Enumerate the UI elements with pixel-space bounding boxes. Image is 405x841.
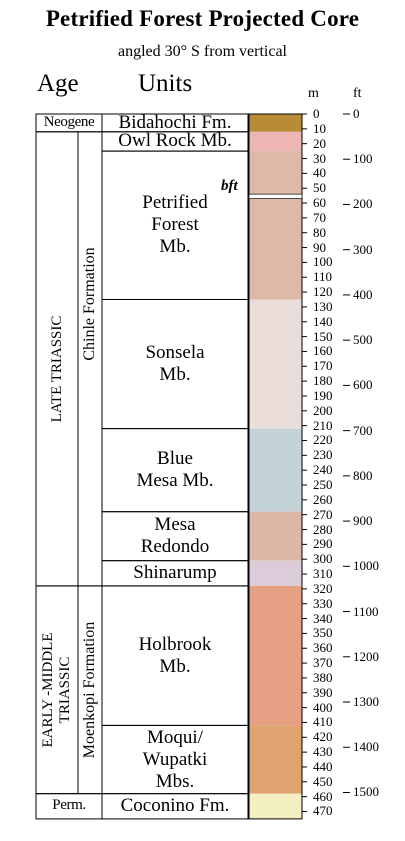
age-column-header: Age bbox=[37, 70, 79, 97]
unit-box-coconino bbox=[101, 793, 249, 820]
age-box-late-triassic bbox=[35, 131, 79, 587]
unit-box-sonsela bbox=[101, 299, 249, 430]
unit-color-bar-shinarump bbox=[249, 560, 302, 586]
age-box-neogene bbox=[35, 113, 103, 133]
unit-color-bar-sonsela bbox=[249, 299, 302, 429]
unit-color-bar-mesa-redondo bbox=[249, 511, 302, 561]
unit-color-bar-bidahochi bbox=[249, 114, 302, 132]
unit-color-bar-holbrook bbox=[249, 585, 302, 726]
unit-color-bar-owl-rock bbox=[249, 131, 302, 152]
unit-box-moqui-wupatki bbox=[101, 724, 249, 795]
page-title: Petrified Forest Projected Core bbox=[45, 6, 360, 31]
unit-color-bar-blue-mesa bbox=[249, 428, 302, 512]
unit-box-holbrook bbox=[101, 585, 249, 726]
unit-box-blue-mesa bbox=[101, 428, 249, 513]
unit-box-shinarump bbox=[101, 560, 249, 587]
bft-band bbox=[248, 193, 303, 199]
formation-box-chinle bbox=[77, 131, 103, 587]
core-bar-outline bbox=[248, 113, 303, 820]
formation-box-moenkopi bbox=[77, 585, 103, 795]
unit-color-bar-coconino bbox=[249, 793, 302, 819]
unit-color-bar-moqui-wupatki bbox=[249, 725, 302, 794]
unit-box-owl-rock bbox=[101, 131, 249, 152]
unit-color-bar-petrified-forest bbox=[249, 151, 302, 300]
unit-box-mesa-redondo bbox=[101, 511, 249, 562]
subtitle: angled 30° S from vertical bbox=[117, 43, 287, 60]
unit-box-bidahochi bbox=[101, 113, 249, 133]
unit-box-petrified-forest bbox=[101, 150, 249, 300]
age-box-early-middle-triassic bbox=[35, 585, 79, 795]
units-column-header: Units bbox=[138, 70, 193, 97]
age-box-permian bbox=[35, 793, 103, 820]
feet-scale-header: ft bbox=[353, 86, 362, 101]
meters-scale-header: m bbox=[308, 86, 319, 101]
